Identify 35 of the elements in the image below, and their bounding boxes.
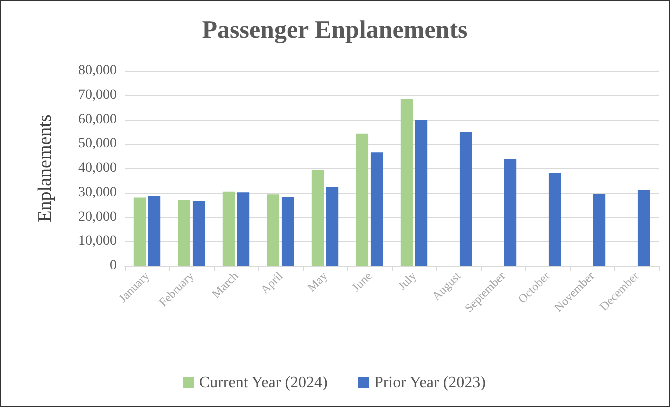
y-tick-label: 0: [110, 258, 117, 274]
y-tick-label: 20,000: [78, 210, 117, 225]
y-tick-label: 30,000: [78, 185, 117, 200]
y-axis-title: Enplanements: [35, 114, 56, 222]
bar: [638, 190, 650, 266]
y-tick-label: 70,000: [78, 88, 117, 103]
bar: [593, 194, 606, 266]
bar: [267, 194, 280, 266]
bar: [222, 192, 236, 266]
bar: [282, 197, 294, 266]
bar: [134, 198, 146, 266]
bar: [356, 134, 369, 266]
bar: [415, 120, 428, 266]
legend-label: Prior Year (2023): [374, 374, 486, 392]
y-tick-label: 40,000: [78, 161, 117, 176]
x-tick-label: July: [395, 269, 420, 294]
bar: [237, 192, 250, 266]
bar: [178, 200, 191, 266]
y-tick-label: 60,000: [78, 112, 117, 128]
y-tick-label: 10,000: [78, 234, 117, 250]
bar: [326, 187, 339, 266]
x-tick-label: May: [304, 269, 330, 294]
chart-title: Passenger Enplanements: [202, 17, 468, 44]
bar: [312, 170, 324, 266]
bar: [370, 152, 384, 266]
y-tick-label: 80,000: [78, 64, 117, 78]
legend-label: Current Year (2024): [199, 374, 328, 392]
bar: [148, 196, 161, 266]
bar: [504, 159, 517, 266]
bar: [400, 99, 414, 266]
bar: [460, 132, 472, 266]
bar: [548, 173, 562, 266]
bar: [192, 201, 206, 266]
y-tick-label: 50,000: [78, 136, 117, 152]
x-tick-label: June: [349, 269, 375, 294]
